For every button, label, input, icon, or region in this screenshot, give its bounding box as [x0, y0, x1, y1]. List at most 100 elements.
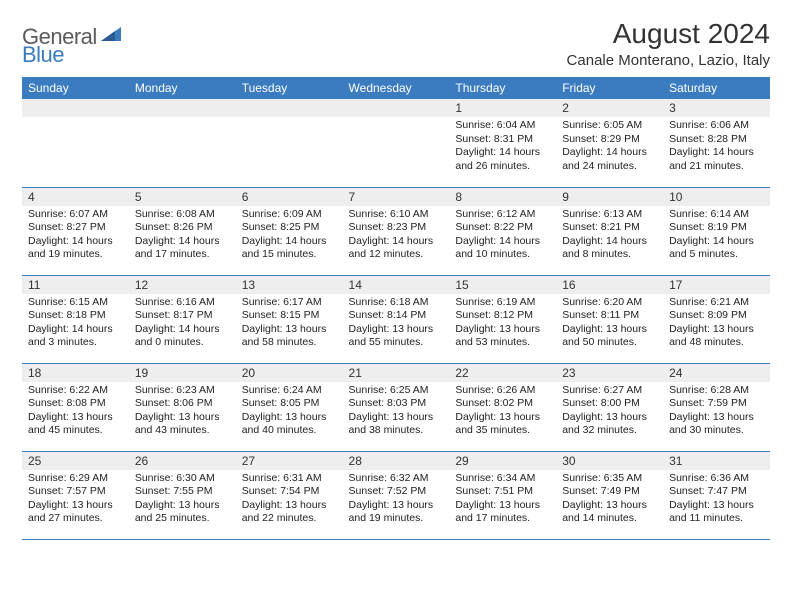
- day-detail: Sunrise: 6:13 AMSunset: 8:21 PMDaylight:…: [556, 206, 663, 267]
- sunset-text: Sunset: 8:02 PM: [455, 397, 550, 411]
- calendar-cell: 5Sunrise: 6:08 AMSunset: 8:26 PMDaylight…: [129, 187, 236, 275]
- day-detail: Sunrise: 6:26 AMSunset: 8:02 PMDaylight:…: [449, 382, 556, 443]
- day-detail: Sunrise: 6:09 AMSunset: 8:25 PMDaylight:…: [236, 206, 343, 267]
- day-number: 30: [556, 452, 663, 470]
- day-detail: Sunrise: 6:16 AMSunset: 8:17 PMDaylight:…: [129, 294, 236, 355]
- sunset-text: Sunset: 8:23 PM: [349, 221, 444, 235]
- calendar-cell: 4Sunrise: 6:07 AMSunset: 8:27 PMDaylight…: [22, 187, 129, 275]
- day-detail: Sunrise: 6:14 AMSunset: 8:19 PMDaylight:…: [663, 206, 770, 267]
- daylight-text: Daylight: 13 hours and 45 minutes.: [28, 411, 123, 438]
- calendar-cell: 23Sunrise: 6:27 AMSunset: 8:00 PMDayligh…: [556, 363, 663, 451]
- logo-triangle-icon: [99, 27, 121, 48]
- calendar-cell: [343, 99, 450, 187]
- daylight-text: Daylight: 13 hours and 43 minutes.: [135, 411, 230, 438]
- day-number: 4: [22, 188, 129, 206]
- day-number: 27: [236, 452, 343, 470]
- day-number: 29: [449, 452, 556, 470]
- day-header-sun: Sunday: [22, 77, 129, 99]
- sunrise-text: Sunrise: 6:27 AM: [562, 384, 657, 398]
- sunrise-text: Sunrise: 6:29 AM: [28, 472, 123, 486]
- sunrise-text: Sunrise: 6:26 AM: [455, 384, 550, 398]
- sunset-text: Sunset: 8:29 PM: [562, 133, 657, 147]
- sunset-text: Sunset: 7:54 PM: [242, 485, 337, 499]
- day-detail: Sunrise: 6:24 AMSunset: 8:05 PMDaylight:…: [236, 382, 343, 443]
- day-number: 18: [22, 364, 129, 382]
- daylight-text: Daylight: 14 hours and 19 minutes.: [28, 235, 123, 262]
- daylight-text: Daylight: 13 hours and 27 minutes.: [28, 499, 123, 526]
- day-detail: Sunrise: 6:28 AMSunset: 7:59 PMDaylight:…: [663, 382, 770, 443]
- sunset-text: Sunset: 8:26 PM: [135, 221, 230, 235]
- page-title: August 2024: [567, 18, 770, 50]
- sunrise-text: Sunrise: 6:19 AM: [455, 296, 550, 310]
- sunset-text: Sunset: 7:55 PM: [135, 485, 230, 499]
- calendar-cell: 29Sunrise: 6:34 AMSunset: 7:51 PMDayligh…: [449, 451, 556, 539]
- day-number: 28: [343, 452, 450, 470]
- calendar-cell: 12Sunrise: 6:16 AMSunset: 8:17 PMDayligh…: [129, 275, 236, 363]
- day-detail: Sunrise: 6:27 AMSunset: 8:00 PMDaylight:…: [556, 382, 663, 443]
- daylight-text: Daylight: 14 hours and 24 minutes.: [562, 146, 657, 173]
- calendar-cell: 25Sunrise: 6:29 AMSunset: 7:57 PMDayligh…: [22, 451, 129, 539]
- calendar-cell: 18Sunrise: 6:22 AMSunset: 8:08 PMDayligh…: [22, 363, 129, 451]
- calendar-week-row: 25Sunrise: 6:29 AMSunset: 7:57 PMDayligh…: [22, 451, 770, 539]
- calendar-cell: [22, 99, 129, 187]
- day-number: 11: [22, 276, 129, 294]
- daylight-text: Daylight: 13 hours and 55 minutes.: [349, 323, 444, 350]
- calendar-cell: 15Sunrise: 6:19 AMSunset: 8:12 PMDayligh…: [449, 275, 556, 363]
- sunset-text: Sunset: 8:09 PM: [669, 309, 764, 323]
- calendar-cell: 27 Sunrise: 6:31 AMSunset: 7:54 PMDayligh…: [236, 451, 343, 539]
- day-detail: Sunrise: 6:21 AMSunset: 8:09 PMDaylight:…: [663, 294, 770, 355]
- day-number: 10: [663, 188, 770, 206]
- daylight-text: Daylight: 14 hours and 3 minutes.: [28, 323, 123, 350]
- sunrise-text: Sunrise: 6:14 AM: [669, 208, 764, 222]
- empty-day: [343, 99, 450, 117]
- daylight-text: Daylight: 13 hours and 11 minutes.: [669, 499, 764, 526]
- calendar-week-row: 11Sunrise: 6:15 AMSunset: 8:18 PMDayligh…: [22, 275, 770, 363]
- day-detail: Sunrise: 6:18 AMSunset: 8:14 PMDaylight:…: [343, 294, 450, 355]
- calendar-cell: 2Sunrise: 6:05 AMSunset: 8:29 PMDaylight…: [556, 99, 663, 187]
- sunset-text: Sunset: 8:05 PM: [242, 397, 337, 411]
- day-number: 20: [236, 364, 343, 382]
- calendar-body: 1Sunrise: 6:04 AMSunset: 8:31 PMDaylight…: [22, 99, 770, 539]
- day-header-wed: Wednesday: [343, 77, 450, 99]
- sunset-text: Sunset: 8:08 PM: [28, 397, 123, 411]
- sunset-text: Sunset: 8:31 PM: [455, 133, 550, 147]
- sunset-text: Sunset: 7:51 PM: [455, 485, 550, 499]
- sunrise-text: Sunrise: 6:31 AM: [242, 472, 337, 486]
- day-detail: Sunrise: 6:19 AMSunset: 8:12 PMDaylight:…: [449, 294, 556, 355]
- day-header-tue: Tuesday: [236, 77, 343, 99]
- day-detail: Sunrise: 6:15 AMSunset: 8:18 PMDaylight:…: [22, 294, 129, 355]
- sunrise-text: Sunrise: 6:07 AM: [28, 208, 123, 222]
- sunrise-text: Sunrise: 6:28 AM: [669, 384, 764, 398]
- day-detail: Sunrise: 6:04 AMSunset: 8:31 PMDaylight:…: [449, 117, 556, 178]
- calendar-cell: 31Sunrise: 6:36 AMSunset: 7:47 PMDayligh…: [663, 451, 770, 539]
- calendar-cell: 21Sunrise: 6:25 AMSunset: 8:03 PMDayligh…: [343, 363, 450, 451]
- day-number: 23: [556, 364, 663, 382]
- day-number: 14: [343, 276, 450, 294]
- sunset-text: Sunset: 8:17 PM: [135, 309, 230, 323]
- sunrise-text: Sunrise: 6:17 AM: [242, 296, 337, 310]
- day-detail: Sunrise: 6:35 AMSunset: 7:49 PMDaylight:…: [556, 470, 663, 531]
- empty-day: [22, 99, 129, 117]
- sunset-text: Sunset: 8:22 PM: [455, 221, 550, 235]
- calendar-cell: 13Sunrise: 6:17 AMSunset: 8:15 PMDayligh…: [236, 275, 343, 363]
- calendar-cell: 7Sunrise: 6:10 AMSunset: 8:23 PMDaylight…: [343, 187, 450, 275]
- sunrise-text: Sunrise: 6:05 AM: [562, 119, 657, 133]
- sunrise-text: Sunrise: 6:32 AM: [349, 472, 444, 486]
- day-detail: Sunrise: 6:34 AMSunset: 7:51 PMDaylight:…: [449, 470, 556, 531]
- sunrise-text: Sunrise: 6:20 AM: [562, 296, 657, 310]
- calendar-cell: 30Sunrise: 6:35 AMSunset: 7:49 PMDayligh…: [556, 451, 663, 539]
- day-number: 5: [129, 188, 236, 206]
- sunrise-text: Sunrise: 6:30 AM: [135, 472, 230, 486]
- daylight-text: Daylight: 13 hours and 53 minutes.: [455, 323, 550, 350]
- calendar-cell: 11Sunrise: 6:15 AMSunset: 8:18 PMDayligh…: [22, 275, 129, 363]
- daylight-text: Daylight: 14 hours and 12 minutes.: [349, 235, 444, 262]
- day-detail: Sunrise: 6:10 AMSunset: 8:23 PMDaylight:…: [343, 206, 450, 267]
- day-number: 24: [663, 364, 770, 382]
- daylight-text: Daylight: 13 hours and 22 minutes.: [242, 499, 337, 526]
- sunrise-text: Sunrise: 6:34 AM: [455, 472, 550, 486]
- daylight-text: Daylight: 14 hours and 17 minutes.: [135, 235, 230, 262]
- day-number: 6: [236, 188, 343, 206]
- day-number: 13: [236, 276, 343, 294]
- calendar-cell: [236, 99, 343, 187]
- daylight-text: Daylight: 14 hours and 21 minutes.: [669, 146, 764, 173]
